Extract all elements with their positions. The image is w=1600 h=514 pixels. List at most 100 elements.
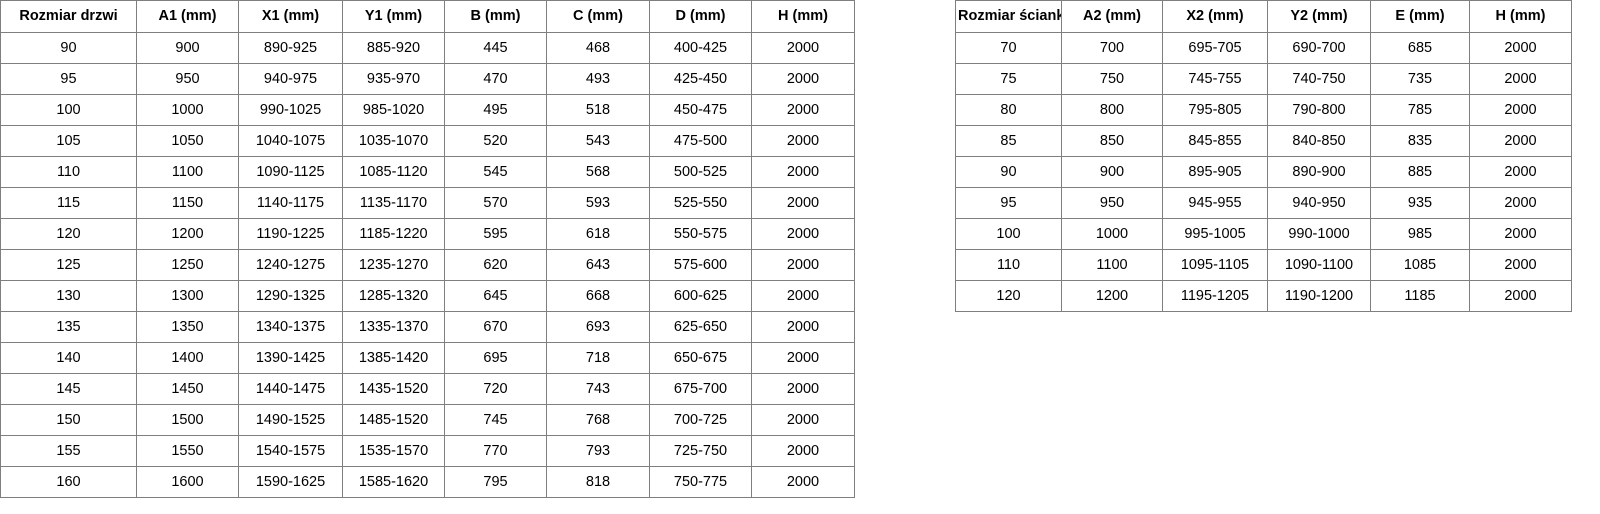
- doors-cell-r9-c2: 1340-1375: [238, 311, 343, 343]
- table-row: 100 1000 995-1005 990-1000 985 2000: [955, 218, 1572, 250]
- wall-cell-r8-c5: 2000: [1469, 280, 1572, 312]
- wall-column-header-3: Y2 (mm): [1267, 0, 1371, 33]
- doors-cell-r8-c1: 1300: [136, 280, 239, 312]
- wall-column-header-2: X2 (mm): [1162, 0, 1268, 33]
- doors-cell-r6-c2: 1190-1225: [238, 218, 343, 250]
- wall-cell-r4-c0: 90: [955, 156, 1062, 188]
- table-row: 110 1100 1095-1105 1090-1100 1085 2000: [955, 249, 1572, 281]
- table-row: 95 950 945-955 940-950 935 2000: [955, 187, 1572, 219]
- wall-cell-r3-c4: 835: [1370, 125, 1470, 157]
- doors-cell-r3-c4: 520: [444, 125, 547, 157]
- doors-cell-r0-c2: 890-925: [238, 32, 343, 64]
- table-row: 105 1050 1040-1075 1035-1070 520 543 475-500 20…: [0, 125, 855, 157]
- doors-cell-r4-c3: 1085-1120: [342, 156, 445, 188]
- wall-column-header-5: H (mm): [1469, 0, 1572, 33]
- doors-cell-r9-c4: 670: [444, 311, 547, 343]
- doors-table-body: 90 900 890-925 885-920 445 468 400-425 2000 95 95…: [0, 32, 855, 498]
- wall-table-body: 70 700 695-705 690-700 685 2000 75 750 745-755 74…: [955, 32, 1572, 312]
- table-row: 70 700 695-705 690-700 685 2000: [955, 32, 1572, 64]
- doors-cell-r5-c1: 1150: [136, 187, 239, 219]
- doors-column-header-3: Y1 (mm): [342, 0, 445, 33]
- doors-cell-r14-c3: 1585-1620: [342, 466, 445, 498]
- doors-cell-r12-c0: 150: [0, 404, 137, 436]
- wall-cell-r3-c1: 850: [1061, 125, 1163, 157]
- doors-cell-r11-c6: 675-700: [649, 373, 752, 405]
- doors-cell-r3-c7: 2000: [751, 125, 855, 157]
- wall-table-head: Rozmiar ścianki A2 (mm) X2 (mm) Y2 (mm) E (m…: [955, 0, 1572, 33]
- doors-column-header-0: Rozmiar drzwi: [0, 0, 137, 33]
- doors-cell-r9-c6: 625-650: [649, 311, 752, 343]
- doors-column-header-2: X1 (mm): [238, 0, 343, 33]
- table-row: 140 1400 1390-1425 1385-1420 695 718 650-675 20…: [0, 342, 855, 374]
- table-row: 155 1550 1540-1575 1535-1570 770 793 725-750 20…: [0, 435, 855, 467]
- wall-cell-r0-c0: 70: [955, 32, 1062, 64]
- doors-cell-r3-c6: 475-500: [649, 125, 752, 157]
- doors-cell-r7-c1: 1250: [136, 249, 239, 281]
- doors-cell-r1-c5: 493: [546, 63, 650, 95]
- doors-cell-r1-c7: 2000: [751, 63, 855, 95]
- doors-cell-r6-c1: 1200: [136, 218, 239, 250]
- wall-cell-r1-c2: 745-755: [1162, 63, 1268, 95]
- doors-cell-r8-c4: 645: [444, 280, 547, 312]
- doors-cell-r10-c0: 140: [0, 342, 137, 374]
- doors-cell-r11-c3: 1435-1520: [342, 373, 445, 405]
- wall-dimension-table: Rozmiar ścianki A2 (mm) X2 (mm) Y2 (mm) E (m…: [955, 0, 1572, 312]
- wall-cell-r8-c4: 1185: [1370, 280, 1470, 312]
- wall-cell-r8-c3: 1190-1200: [1267, 280, 1371, 312]
- wall-cell-r0-c3: 690-700: [1267, 32, 1371, 64]
- doors-cell-r14-c0: 160: [0, 466, 137, 498]
- wall-cell-r3-c0: 85: [955, 125, 1062, 157]
- doors-cell-r4-c2: 1090-1125: [238, 156, 343, 188]
- table-row: 80 800 795-805 790-800 785 2000: [955, 94, 1572, 126]
- doors-cell-r6-c6: 550-575: [649, 218, 752, 250]
- doors-cell-r12-c2: 1490-1525: [238, 404, 343, 436]
- doors-cell-r13-c5: 793: [546, 435, 650, 467]
- table-row: 100 1000 990-1025 985-1020 495 518 450-475 2000: [0, 94, 855, 126]
- wall-column-header-4: E (mm): [1370, 0, 1470, 33]
- doors-cell-r12-c6: 700-725: [649, 404, 752, 436]
- doors-cell-r7-c4: 620: [444, 249, 547, 281]
- table-row: 95 950 940-975 935-970 470 493 425-450 2000: [0, 63, 855, 95]
- doors-cell-r9-c3: 1335-1370: [342, 311, 445, 343]
- wall-cell-r1-c5: 2000: [1469, 63, 1572, 95]
- doors-cell-r9-c0: 135: [0, 311, 137, 343]
- doors-cell-r10-c5: 718: [546, 342, 650, 374]
- wall-column-header-0: Rozmiar ścianki: [955, 0, 1062, 33]
- doors-cell-r11-c2: 1440-1475: [238, 373, 343, 405]
- doors-cell-r6-c0: 120: [0, 218, 137, 250]
- doors-cell-r3-c1: 1050: [136, 125, 239, 157]
- table-row: 90 900 895-905 890-900 885 2000: [955, 156, 1572, 188]
- doors-cell-r6-c4: 595: [444, 218, 547, 250]
- doors-cell-r8-c0: 130: [0, 280, 137, 312]
- table-row: 150 1500 1490-1525 1485-1520 745 768 700-725 20…: [0, 404, 855, 436]
- doors-cell-r13-c1: 1550: [136, 435, 239, 467]
- wall-cell-r8-c2: 1195-1205: [1162, 280, 1268, 312]
- doors-cell-r0-c5: 468: [546, 32, 650, 64]
- table-row: 110 1100 1090-1125 1085-1120 545 568 500-525 20…: [0, 156, 855, 188]
- doors-cell-r10-c1: 1400: [136, 342, 239, 374]
- wall-cell-r5-c1: 950: [1061, 187, 1163, 219]
- doors-cell-r1-c2: 940-975: [238, 63, 343, 95]
- wall-cell-r5-c3: 940-950: [1267, 187, 1371, 219]
- doors-cell-r1-c6: 425-450: [649, 63, 752, 95]
- wall-cell-r1-c4: 735: [1370, 63, 1470, 95]
- doors-cell-r3-c2: 1040-1075: [238, 125, 343, 157]
- doors-cell-r4-c5: 568: [546, 156, 650, 188]
- wall-cell-r4-c5: 2000: [1469, 156, 1572, 188]
- doors-cell-r13-c3: 1535-1570: [342, 435, 445, 467]
- doors-cell-r3-c5: 543: [546, 125, 650, 157]
- doors-cell-r10-c3: 1385-1420: [342, 342, 445, 374]
- doors-cell-r10-c2: 1390-1425: [238, 342, 343, 374]
- wall-cell-r2-c5: 2000: [1469, 94, 1572, 126]
- doors-cell-r7-c0: 125: [0, 249, 137, 281]
- wall-cell-r7-c5: 2000: [1469, 249, 1572, 281]
- doors-column-header-1: A1 (mm): [136, 0, 239, 33]
- doors-cell-r8-c2: 1290-1325: [238, 280, 343, 312]
- doors-cell-r8-c6: 600-625: [649, 280, 752, 312]
- doors-cell-r9-c5: 693: [546, 311, 650, 343]
- doors-cell-r10-c7: 2000: [751, 342, 855, 374]
- doors-cell-r12-c4: 745: [444, 404, 547, 436]
- doors-cell-r5-c5: 593: [546, 187, 650, 219]
- wall-cell-r1-c1: 750: [1061, 63, 1163, 95]
- doors-cell-r5-c2: 1140-1175: [238, 187, 343, 219]
